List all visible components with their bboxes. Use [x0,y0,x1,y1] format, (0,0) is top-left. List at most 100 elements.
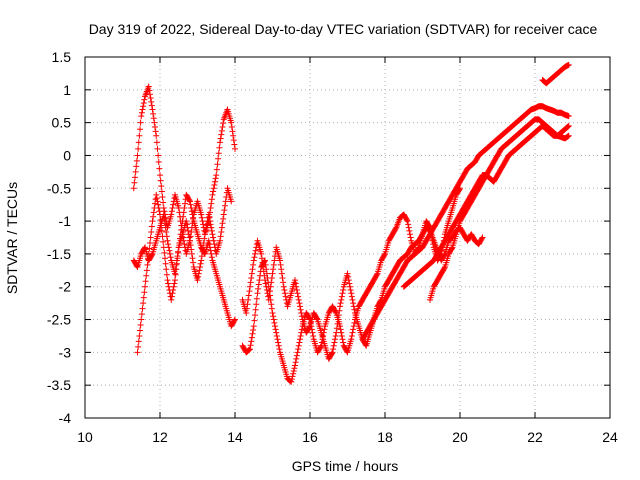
data-point [247,279,254,286]
data-point [565,122,572,129]
data-point [252,250,258,257]
data-point [339,336,346,343]
data-point [232,316,238,323]
data-point [270,313,277,320]
data-point [254,290,261,297]
data-point [175,204,182,211]
data-point [293,352,300,359]
data-point [345,273,352,280]
data-point [245,347,252,354]
data-point [295,346,302,353]
data-point [135,338,142,345]
data-point [217,139,223,146]
data-point [407,231,413,238]
data-point [157,172,163,179]
data-point [340,339,347,346]
data-point [272,326,279,333]
data-point [138,113,145,120]
data-point [199,248,206,255]
data-point [135,139,142,146]
x-tick-label: 14 [227,429,243,445]
data-point [155,204,162,211]
data-point [162,224,169,231]
data-point [181,241,188,248]
data-point [198,214,205,221]
x-axis-label: GPS time / hours [292,458,399,474]
data-point [222,198,229,205]
data-point [185,231,192,238]
data-point [267,283,274,290]
data-point [247,283,253,290]
data-point [142,283,148,290]
data-point [220,211,227,218]
data-point [209,231,216,238]
data-point [141,96,148,103]
data-point [290,370,297,377]
data-point [448,245,455,252]
data-point [218,229,225,236]
data-point [296,300,303,307]
data-point [222,202,228,209]
series-track-d [239,185,463,385]
data-point [145,256,152,263]
y-tick-label: 1 [63,82,71,98]
data-point [345,277,352,284]
data-point [565,132,572,139]
data-point [167,250,173,257]
data-point [211,241,218,248]
data-point [140,99,147,106]
data-point [259,259,266,266]
data-point [265,296,272,303]
data-point [133,262,140,269]
data-point [156,165,163,172]
data-point [150,115,157,122]
data-point [258,255,265,262]
data-point [231,141,238,148]
data-point [143,272,150,279]
data-point [268,301,275,308]
data-point [147,95,154,102]
data-point [210,234,217,241]
data-point [333,329,340,336]
data-point [328,350,335,357]
data-point [362,341,369,348]
data-point [270,316,277,323]
data-point [213,166,220,173]
y-axis-label: SDTVAR / TECUs [4,182,20,294]
y-tick-label: -3.5 [47,377,71,393]
data-point [294,290,301,297]
data-point [269,309,276,316]
data-point [197,264,203,271]
data-point [214,161,221,168]
data-point [230,132,237,139]
data-point [298,309,305,316]
data-point [330,342,337,349]
series-track-c [134,185,235,356]
data-point [288,378,295,385]
data-point [281,287,288,294]
data-point [147,91,153,98]
data-point [186,197,193,204]
data-point [351,319,358,326]
data-point [275,339,282,346]
data-point [348,290,355,297]
x-tick-label: 16 [302,429,318,445]
data-point [173,260,180,267]
data-point [350,326,357,333]
data-point [335,316,342,323]
data-point [260,264,267,271]
data-point [332,336,338,343]
data-point [188,250,195,257]
y-tick-label: -1 [59,213,72,229]
series-track-h [427,116,572,303]
data-point [250,257,257,264]
data-point [185,227,192,234]
data-point [148,229,155,236]
plot-frame [84,56,611,419]
data-point [347,287,354,294]
data-point [276,346,283,353]
data-point [136,332,143,339]
data-points [130,61,572,385]
data-point [262,280,269,287]
data-point [246,288,253,295]
